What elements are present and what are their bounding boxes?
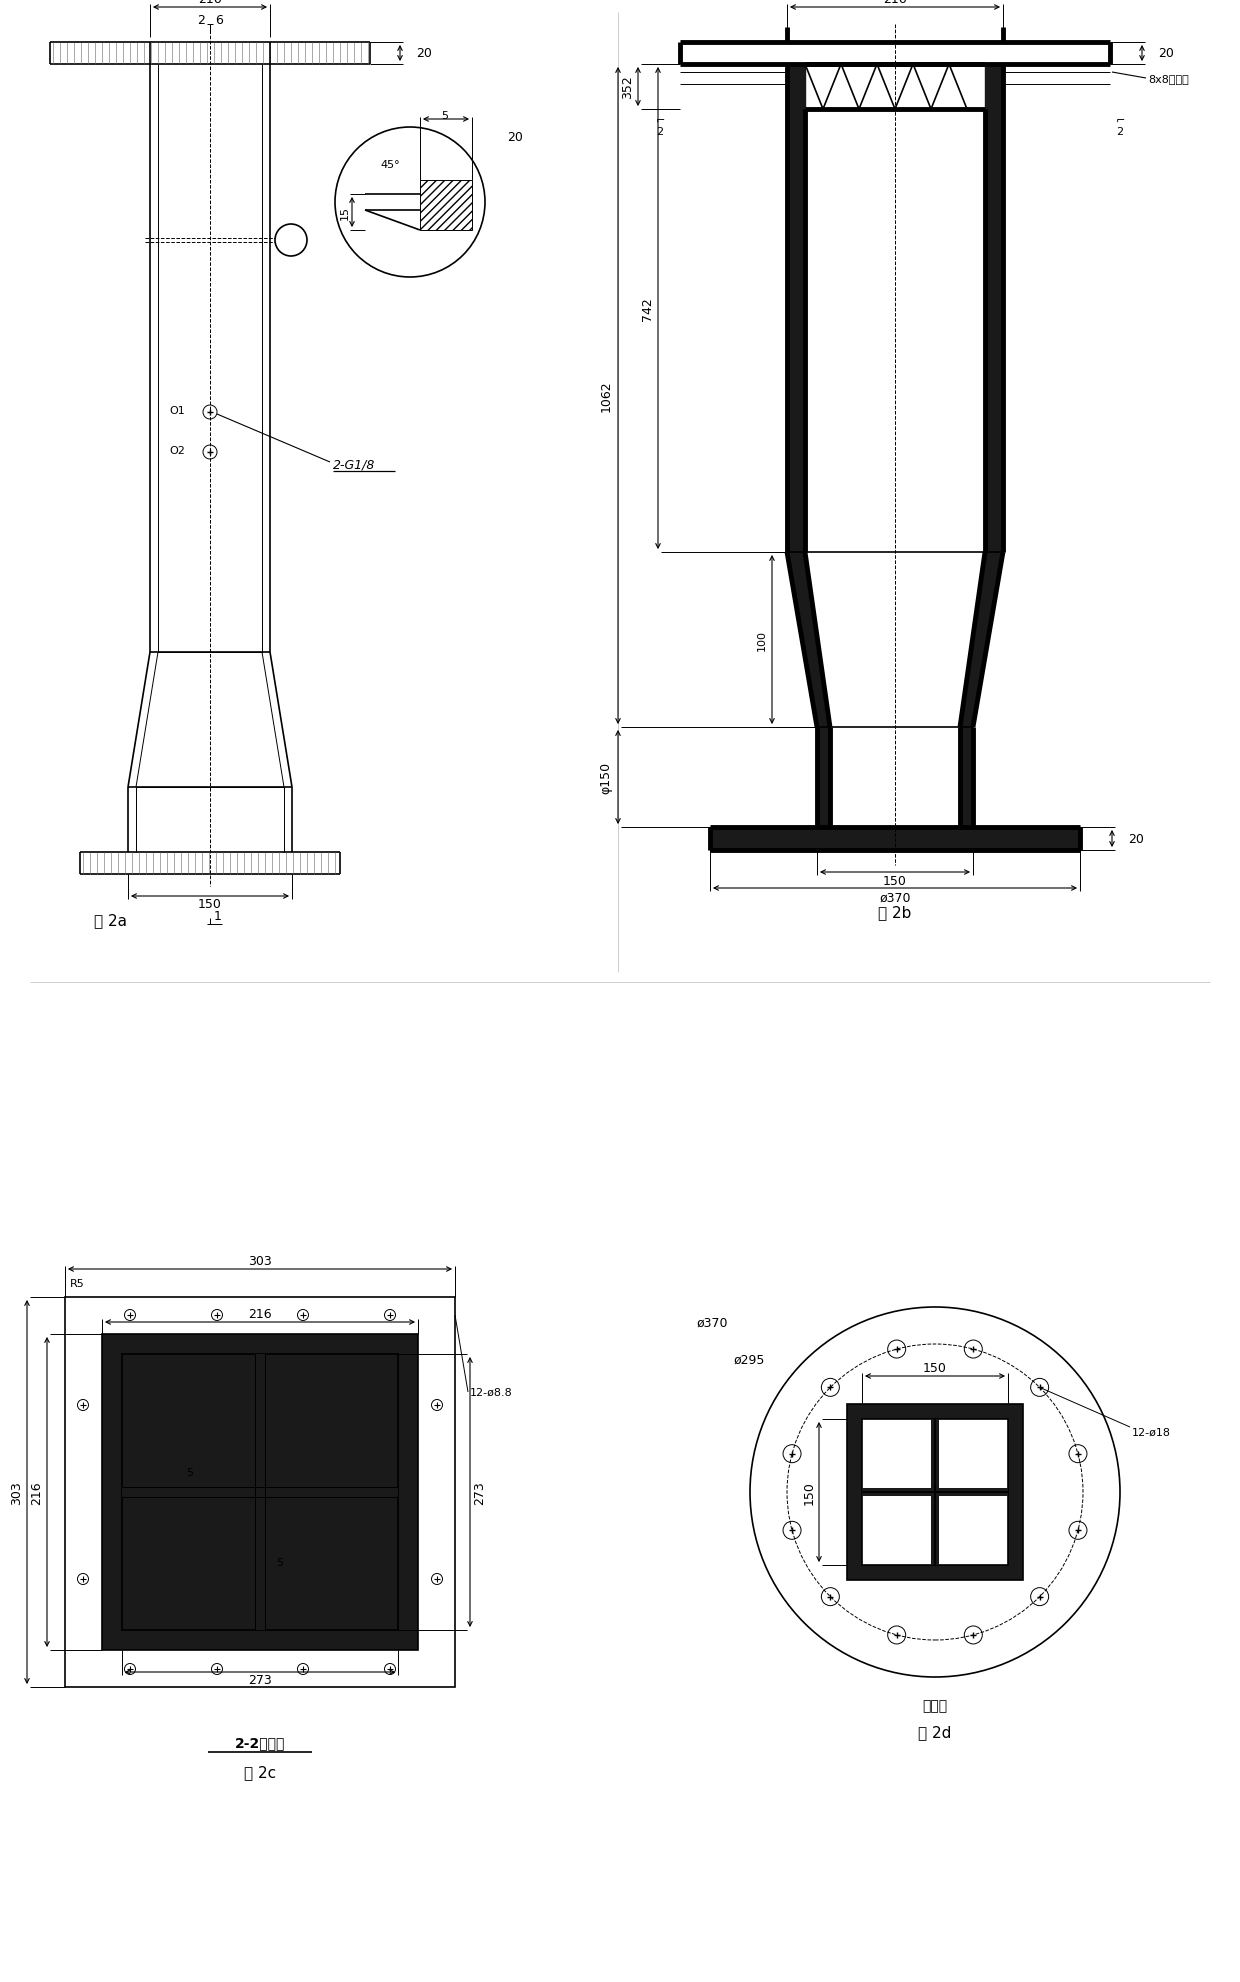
Text: 20: 20	[1128, 832, 1143, 846]
Text: 742: 742	[641, 297, 655, 321]
Bar	[847, 1405, 1023, 1580]
Polygon shape	[787, 553, 830, 727]
Text: 2-G1/8: 2-G1/8	[334, 458, 376, 472]
Text: 216: 216	[198, 0, 222, 6]
Text: R5: R5	[69, 1278, 84, 1288]
Text: 303: 303	[10, 1481, 24, 1504]
Text: ø370: ø370	[879, 892, 910, 904]
Bar	[122, 1354, 398, 1629]
Text: 图 2b: 图 2b	[878, 906, 911, 920]
Bar	[931, 1419, 939, 1566]
Text: 20: 20	[415, 48, 432, 61]
Bar	[862, 1419, 1008, 1566]
Polygon shape	[960, 727, 973, 828]
PathPatch shape	[102, 1334, 418, 1651]
Text: φ150: φ150	[599, 761, 613, 793]
Text: 150: 150	[883, 876, 906, 888]
Text: 2-2剖面图: 2-2剖面图	[234, 1734, 285, 1750]
Text: 2: 2	[197, 14, 205, 28]
Text: 216: 216	[883, 0, 906, 6]
Text: 12-ø18: 12-ø18	[1132, 1427, 1171, 1437]
Text: O1: O1	[169, 406, 185, 416]
Bar	[255, 1354, 265, 1629]
Text: 273: 273	[474, 1481, 486, 1504]
Bar	[862, 1488, 1008, 1496]
Text: 下法兰: 下法兰	[923, 1699, 947, 1712]
Text: 2: 2	[656, 127, 663, 137]
Text: 273: 273	[248, 1673, 272, 1687]
Text: 45°: 45°	[381, 161, 399, 170]
Text: 5: 5	[277, 1558, 284, 1568]
Text: 216: 216	[31, 1481, 43, 1504]
Text: 15: 15	[340, 206, 350, 220]
Bar	[64, 1298, 455, 1687]
Bar	[122, 1486, 398, 1496]
Polygon shape	[787, 65, 805, 553]
Text: 150: 150	[198, 898, 222, 912]
Polygon shape	[711, 828, 1080, 850]
Text: 图 2c: 图 2c	[244, 1764, 277, 1780]
Text: 20: 20	[507, 131, 523, 145]
Text: ⌐: ⌐	[655, 117, 665, 127]
Text: 150: 150	[802, 1481, 816, 1504]
Text: 1062: 1062	[599, 381, 613, 412]
Bar	[102, 1334, 418, 1651]
Text: ⌐: ⌐	[1115, 117, 1125, 127]
Text: O2: O2	[169, 446, 185, 456]
Text: 5: 5	[186, 1467, 193, 1477]
Text: 图 2d: 图 2d	[919, 1724, 951, 1740]
Polygon shape	[817, 727, 830, 828]
Text: 6: 6	[215, 14, 223, 28]
Text: 352: 352	[621, 75, 635, 99]
Text: 5: 5	[441, 111, 449, 121]
Text: 12-ø8.8: 12-ø8.8	[470, 1387, 513, 1397]
Text: 216: 216	[248, 1308, 272, 1320]
Text: 20: 20	[1158, 48, 1174, 61]
Text: 303: 303	[248, 1255, 272, 1268]
Text: 2: 2	[1116, 127, 1123, 137]
Text: ø370: ø370	[697, 1316, 728, 1328]
Text: 8x8加固条: 8x8加固条	[1148, 73, 1189, 83]
Text: ø295: ø295	[734, 1354, 765, 1366]
Polygon shape	[985, 65, 1003, 553]
Polygon shape	[960, 553, 1003, 727]
Text: 1: 1	[215, 910, 222, 924]
Text: 图 2a: 图 2a	[93, 914, 126, 928]
Bar	[420, 180, 472, 230]
Text: 100: 100	[756, 630, 768, 650]
Text: 150: 150	[923, 1362, 947, 1376]
